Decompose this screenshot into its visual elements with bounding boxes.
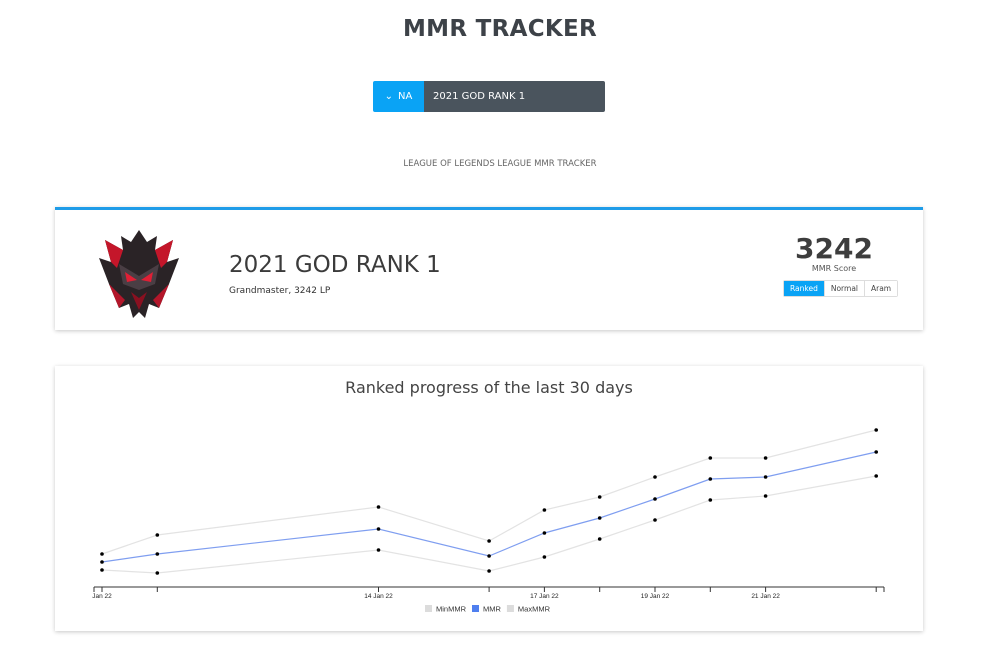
mode-normal-button[interactable]: Normal	[824, 281, 865, 296]
data-point-mmr	[155, 552, 160, 556]
legend-swatch	[506, 605, 514, 612]
data-point-minmmr	[542, 555, 547, 559]
data-point-maxmmr	[708, 456, 713, 460]
data-point-minmmr	[487, 569, 491, 573]
mmr-value: 3242	[795, 232, 873, 265]
x-tick-label: Jan 22	[92, 593, 112, 600]
chart-card: Ranked progress of the last 30 days Jan …	[55, 366, 923, 631]
mmr-score: 3242 MMR Score	[783, 232, 885, 274]
data-point-minmmr	[763, 494, 768, 498]
data-point-mmr	[653, 497, 657, 501]
legend-label-maxmmr: MaxMMR	[518, 605, 551, 614]
data-point-minmmr	[376, 548, 381, 552]
page-subtitle: LEAGUE OF LEGENDS LEAGUE MMR TRACKER	[403, 159, 597, 169]
mode-aram-button[interactable]: Aram	[865, 281, 898, 296]
chart-title: Ranked progress of the last 30 days	[345, 378, 633, 397]
data-point-maxmmr	[376, 505, 381, 509]
profile-card: 2021 GOD RANK 1 Grandmaster, 3242 LP 324…	[55, 207, 923, 330]
summoner-search: ⌄ NA 2021 GOD RANK 1	[373, 81, 605, 112]
data-point-minmmr	[100, 568, 104, 572]
data-point-mmr	[874, 450, 878, 454]
data-point-maxmmr	[763, 456, 768, 460]
legend-swatch	[425, 605, 432, 612]
region-dropdown[interactable]: ⌄ NA	[373, 81, 424, 112]
data-point-maxmmr	[542, 508, 547, 512]
x-tick-label: 17 Jan 22	[530, 593, 559, 600]
data-point-mmr	[708, 477, 713, 481]
legend-swatch	[472, 605, 479, 612]
data-point-mmr	[597, 516, 602, 520]
chevron-down-icon: ⌄	[384, 91, 394, 102]
mmr-chart: Jan 22 14 Jan 22 17 Jan 22 19 Jan 22 21 Jan …	[92, 428, 885, 614]
summoner-input[interactable]: 2021 GOD RANK 1	[424, 81, 605, 112]
data-point-maxmmr	[653, 475, 657, 479]
data-point-minmmr	[874, 474, 878, 478]
data-point-maxmmr	[100, 552, 104, 556]
data-point-mmr	[376, 527, 381, 531]
region-label: NA	[398, 91, 413, 102]
data-point-mmr	[487, 554, 491, 558]
data-point-maxmmr	[597, 495, 602, 499]
data-point-mmr	[763, 475, 768, 479]
series-line-mmr	[101, 451, 877, 563]
grandmaster-emblem-icon	[99, 230, 179, 318]
data-point-minmmr	[597, 537, 602, 541]
x-tick-label: 21 Jan 22	[751, 593, 780, 600]
data-point-minmmr	[155, 571, 160, 575]
x-tick-label: 14 Jan 22	[364, 593, 393, 600]
summoner-name: 2021 GOD RANK 1	[229, 252, 441, 278]
mmr-label: MMR Score	[811, 264, 857, 273]
legend-label-mmr: MMR	[483, 605, 501, 614]
data-point-maxmmr	[874, 428, 878, 432]
x-tick-label: 19 Jan 22	[641, 593, 670, 600]
mode-toggle: Ranked Normal Aram	[783, 280, 899, 297]
rank-text: Grandmaster, 3242 LP	[229, 286, 331, 296]
series-line-minmmr	[101, 475, 877, 574]
page-title: MMR TRACKER	[402, 16, 598, 42]
data-point-mmr	[542, 531, 547, 535]
data-point-minmmr	[653, 518, 657, 522]
data-point-maxmmr	[487, 539, 491, 543]
series-line-maxmmr	[101, 429, 877, 555]
legend-label-minmmr: MinMMR	[436, 605, 467, 614]
data-point-minmmr	[708, 498, 713, 502]
mode-ranked-button[interactable]: Ranked	[784, 281, 825, 296]
data-point-maxmmr	[155, 533, 160, 537]
data-point-mmr	[100, 560, 104, 564]
